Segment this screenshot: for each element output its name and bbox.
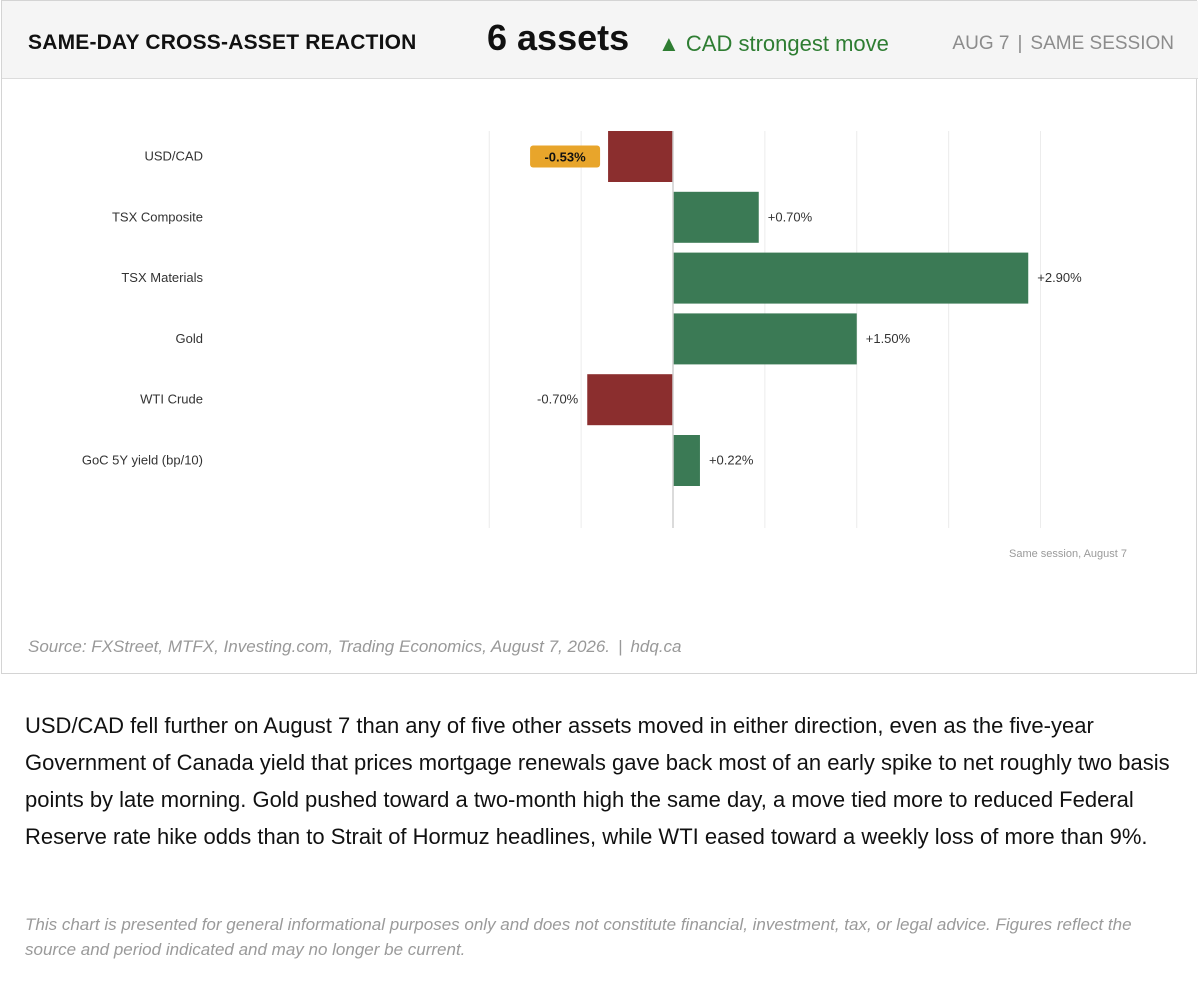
disclaimer-text: This chart is presented for general info…	[25, 915, 1132, 959]
meta-separator: |	[1017, 33, 1023, 54]
source-line: Source: FXStreet, MTFX, Investing.com, T…	[28, 637, 682, 657]
asset-count: 6 assets	[487, 17, 630, 58]
bar	[673, 191, 759, 243]
source-text: Source: FXStreet, MTFX, Investing.com, T…	[28, 637, 611, 656]
data-label: -0.53%	[544, 150, 586, 165]
up-triangle-icon: ▲	[658, 31, 680, 56]
session-meta: AUG 7 | SAME SESSION	[952, 33, 1174, 55]
summary-paragraph: USD/CAD fell further on August 7 than an…	[25, 713, 1170, 849]
category-label: GoC 5Y yield (bp/10)	[82, 453, 203, 468]
bar	[608, 131, 673, 182]
session-date: AUG 7	[952, 33, 1010, 54]
bar	[673, 313, 857, 365]
bar-chart: USD/CAD -0.53% TSX Composite +0.70% TSX Mate…	[82, 131, 1127, 560]
data-label: +0.70%	[768, 209, 813, 224]
category-label: TSX Materials	[121, 270, 203, 285]
source-site: hdq.ca	[630, 637, 682, 656]
highlight-label-badge	[530, 145, 601, 168]
category-label: Gold	[176, 331, 203, 346]
data-label: -0.70%	[537, 392, 579, 407]
strongest-move-indicator: ▲ CAD strongest move	[658, 31, 889, 57]
category-label: WTI Crude	[140, 392, 203, 407]
chart-note: Same session, August 7	[1009, 548, 1127, 560]
data-label: +0.22%	[709, 453, 754, 468]
strongest-move-text: CAD strongest move	[685, 31, 889, 56]
bar	[587, 374, 673, 426]
category-label: TSX Composite	[112, 209, 203, 224]
data-label: +1.50%	[866, 331, 911, 346]
category-label: USD/CAD	[144, 149, 203, 164]
session-label: SAME SESSION	[1030, 33, 1174, 54]
source-separator: |	[618, 637, 623, 656]
bar	[673, 252, 1029, 304]
data-label: +2.90%	[1037, 270, 1082, 285]
chart-title: SAME-DAY CROSS-ASSET REACTION	[28, 31, 417, 54]
chart-header: SAME-DAY CROSS-ASSET REACTION 6 assets ▲…	[2, 1, 1198, 79]
chart-card: SAME-DAY CROSS-ASSET REACTION 6 assets ▲…	[1, 0, 1198, 674]
bar	[673, 435, 700, 486]
